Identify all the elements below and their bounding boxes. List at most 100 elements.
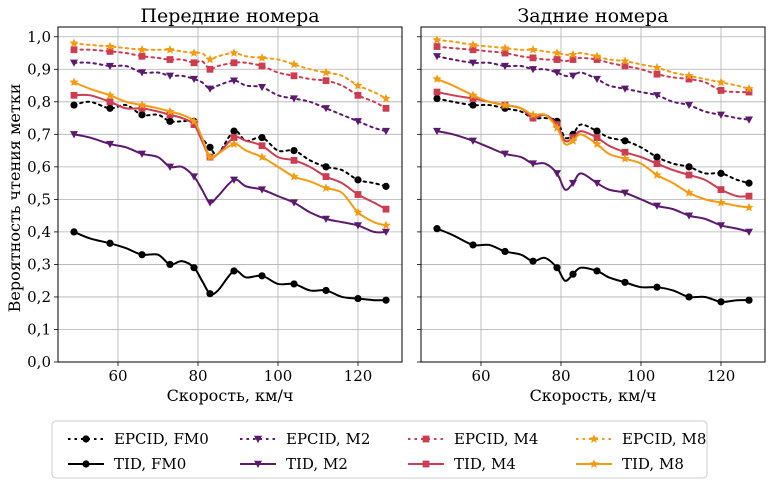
data-point: [229, 139, 239, 148]
data-point: [569, 72, 577, 80]
x-axis-label-front: Скорость, км/ч: [167, 386, 294, 405]
legend-label: EPCID, FM0: [114, 430, 209, 448]
y-tick-label: 0,2: [27, 288, 51, 306]
data-point: [230, 267, 238, 275]
data-point: [745, 88, 753, 96]
data-point: [69, 38, 79, 48]
data-point: [106, 98, 114, 106]
legend-marker: [422, 435, 430, 443]
data-point: [468, 90, 478, 100]
data-point: [166, 117, 174, 125]
series-line: [73, 81, 387, 227]
data-point: [105, 41, 115, 51]
data-point: [552, 123, 562, 132]
data-point: [138, 111, 146, 119]
data-point: [593, 267, 601, 275]
data-point: [206, 85, 214, 93]
legend-entry: EPCID, M8: [576, 430, 706, 448]
data-point: [206, 290, 214, 298]
data-point: [381, 220, 391, 230]
data-point: [652, 170, 662, 179]
data-point: [105, 90, 115, 100]
data-point: [290, 146, 298, 155]
chart-panel-rear: Задние номера Скорость, км/ч 60 80 100 120: [417, 5, 766, 405]
data-point: [529, 114, 537, 122]
y-tick-label: 1,0: [27, 28, 51, 46]
data-point: [553, 264, 561, 272]
series-line: [436, 227, 750, 303]
data-point: [138, 52, 146, 60]
data-point: [468, 40, 478, 49]
data-point: [653, 283, 661, 291]
data-point: [190, 264, 198, 272]
data-point: [353, 80, 363, 90]
data-point: [552, 48, 562, 57]
data-point: [165, 44, 175, 54]
data-point: [745, 228, 753, 236]
y-tick-label: 0,8: [27, 93, 51, 111]
legend-marker: [82, 435, 90, 443]
data-point: [190, 59, 198, 67]
y-tick-label: 0,1: [27, 320, 51, 338]
data-point: [205, 152, 215, 161]
data-point: [137, 44, 147, 54]
data-point: [500, 100, 510, 109]
data-point: [70, 228, 78, 236]
data-point: [190, 173, 198, 181]
data-point: [501, 49, 509, 57]
data-point: [592, 139, 602, 148]
series-epcid-m4: [433, 43, 753, 96]
panel-title-front: Передние номера: [140, 5, 319, 27]
data-point: [230, 77, 238, 85]
data-point: [138, 150, 146, 158]
data-point: [257, 53, 267, 62]
data-point: [258, 62, 266, 70]
data-point: [501, 247, 509, 256]
x-tick-label: 120: [344, 367, 373, 385]
series-line: [436, 55, 750, 121]
series-line: [73, 230, 387, 302]
data-point: [500, 43, 510, 53]
data-point: [106, 47, 114, 55]
data-point: [621, 85, 629, 93]
data-point: [106, 140, 114, 149]
data-point: [354, 118, 362, 126]
data-point: [653, 70, 661, 78]
data-point: [653, 92, 661, 100]
data-point: [653, 202, 661, 210]
data-point: [717, 186, 725, 194]
data-point: [684, 188, 694, 197]
data-point: [569, 179, 577, 188]
series-epcid-m8: [69, 38, 391, 103]
data-point: [290, 280, 298, 288]
data-point: [322, 105, 330, 113]
legend-label: EPCID, M8: [622, 430, 706, 448]
series-line: [73, 42, 387, 100]
data-point: [322, 215, 330, 223]
data-point: [529, 54, 537, 62]
data-point: [684, 70, 694, 80]
series-tid-m8: [432, 74, 754, 212]
data-point: [382, 182, 390, 190]
x-tick-label: 100: [627, 367, 656, 385]
data-point: [593, 134, 601, 141]
x-tick-label: 120: [707, 367, 736, 385]
data-point: [685, 212, 693, 220]
series-tid-fm0: [70, 228, 390, 304]
data-point: [230, 59, 238, 67]
data-point: [569, 270, 577, 278]
data-point: [290, 72, 298, 80]
data-point: [382, 104, 390, 112]
data-point: [717, 111, 725, 119]
data-point: [258, 83, 266, 92]
data-point: [106, 104, 114, 112]
legend-label: TID, FM0: [114, 455, 186, 473]
x-tick-label: 80: [188, 367, 207, 385]
y-tick-label: 0,6: [27, 158, 51, 176]
legend: EPCID, FM0 TID, FM0 EPCID, M2 TID, M2 EPCID,…: [51, 420, 708, 479]
data-point: [230, 176, 238, 184]
y-tick-label: 0,9: [27, 60, 51, 78]
y-tick-label: 0,0: [27, 353, 51, 371]
data-point: [70, 46, 78, 54]
data-point: [433, 127, 441, 136]
